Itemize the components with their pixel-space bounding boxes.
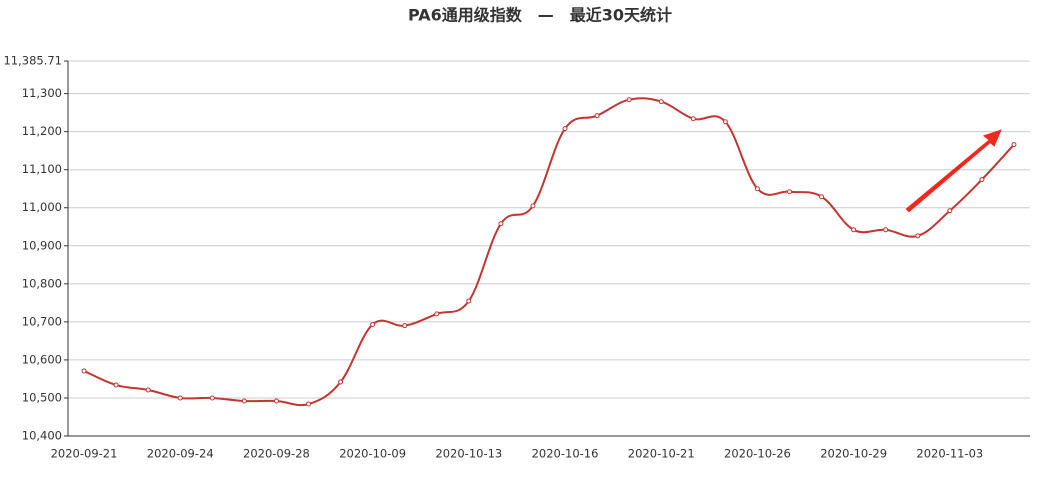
data-point bbox=[947, 208, 953, 214]
series-line bbox=[83, 97, 1015, 407]
data-point bbox=[81, 368, 87, 374]
data-point bbox=[177, 395, 183, 401]
data-point bbox=[530, 203, 536, 209]
trend-arrow bbox=[905, 129, 1002, 213]
y-tick-label: 11,200 bbox=[22, 124, 62, 138]
plot-area: 10,400 10,500 10,600 10,700 10,800 10,900 11,0… bbox=[3, 54, 1030, 461]
y-tick-label: 10,400 bbox=[22, 429, 62, 443]
y-tick-label: 11,385.71 bbox=[3, 54, 62, 68]
y-tick-label: 10,700 bbox=[22, 314, 62, 328]
x-tick-label: 2020-09-28 bbox=[243, 447, 310, 461]
data-point bbox=[306, 401, 311, 407]
x-tick-label: 2020-10-16 bbox=[532, 447, 599, 461]
data-point bbox=[722, 119, 728, 125]
y-tick-label: 11,100 bbox=[22, 162, 62, 176]
data-point bbox=[819, 194, 825, 200]
x-tick-label: 2020-10-21 bbox=[628, 447, 695, 461]
y-tick-label: 10,600 bbox=[22, 352, 62, 366]
x-tick-label: 2020-09-21 bbox=[51, 447, 118, 461]
y-tick-label: 10,500 bbox=[22, 390, 62, 404]
y-tick-label: 11,000 bbox=[22, 200, 62, 214]
data-point bbox=[1011, 142, 1017, 148]
data-point bbox=[979, 177, 985, 183]
chart-title: PA6通用级指数 — 最近30天统计 bbox=[408, 6, 672, 25]
data-point bbox=[241, 398, 247, 404]
y-tick-label: 11,300 bbox=[22, 86, 62, 100]
data-point bbox=[562, 126, 568, 132]
data-point bbox=[626, 97, 632, 103]
data-point bbox=[145, 387, 151, 393]
data-point bbox=[338, 379, 344, 385]
data-point bbox=[113, 382, 119, 388]
data-point bbox=[787, 189, 792, 195]
data-point bbox=[690, 116, 696, 122]
x-tick-label: 2020-10-13 bbox=[435, 447, 502, 461]
data-point bbox=[498, 221, 504, 227]
x-tick-label: 2020-10-26 bbox=[724, 447, 791, 461]
data-point bbox=[594, 113, 600, 119]
y-tick-label: 10,900 bbox=[22, 238, 62, 252]
data-point bbox=[466, 298, 472, 304]
y-tick-label: 10,800 bbox=[22, 276, 62, 290]
x-tick-label: 2020-09-24 bbox=[147, 447, 214, 461]
data-point bbox=[370, 322, 376, 328]
data-point bbox=[883, 227, 889, 233]
data-point bbox=[915, 233, 921, 239]
data-point bbox=[402, 323, 408, 329]
x-tick-label: 2020-11-03 bbox=[916, 447, 983, 461]
data-point bbox=[209, 395, 215, 401]
data-point bbox=[273, 398, 279, 404]
x-tick-label: 2020-10-29 bbox=[820, 447, 887, 461]
data-point bbox=[658, 99, 664, 105]
data-point bbox=[754, 186, 760, 192]
data-point bbox=[434, 311, 440, 317]
data-point bbox=[851, 227, 857, 233]
x-tick-label: 2020-10-09 bbox=[339, 447, 406, 461]
